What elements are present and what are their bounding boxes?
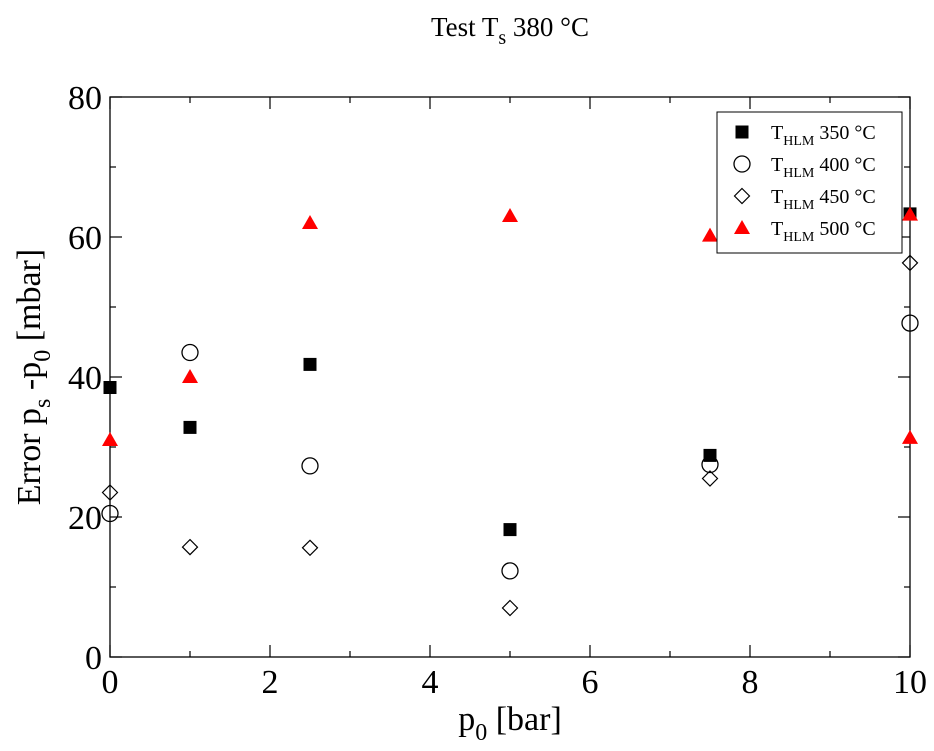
data-point-series-1	[183, 420, 197, 434]
data-point-series-2	[301, 457, 319, 475]
data-point-series-4	[502, 208, 518, 222]
legend-marker-4	[734, 220, 750, 234]
x-axis-title: p0 [bar]	[458, 701, 562, 746]
x-tick-label: 6	[582, 664, 599, 701]
data-point-series-3	[701, 470, 719, 487]
y-axis-title: Error ps -p0 [mbar]	[11, 249, 56, 505]
data-point-series-3	[101, 484, 119, 501]
x-tick-label: 0	[102, 664, 119, 701]
data-point-series-2	[101, 504, 119, 523]
legend-label-4: THLM 500 °C	[771, 218, 876, 245]
x-tick-label: 4	[422, 664, 439, 701]
y-axis-title-b: -p	[11, 362, 48, 399]
legend-marker-2	[733, 155, 751, 173]
chart-title-main: Test T	[431, 12, 499, 42]
legend-label-1: THLM 350 °C	[771, 122, 876, 149]
y-tick-label: 60	[68, 220, 102, 257]
y-tick-label: 40	[68, 360, 102, 397]
data-point-series-3	[301, 539, 319, 557]
data-point-series-4	[182, 369, 198, 383]
data-point-series-4	[302, 215, 318, 229]
x-axis-title-main: p	[458, 701, 475, 738]
data-point-series-2	[181, 343, 199, 362]
y-tick-label: 80	[68, 80, 102, 117]
data-point-series-4	[902, 206, 918, 221]
x-tick-label: 2	[262, 664, 279, 701]
data-point-series-1	[703, 448, 717, 462]
data-point-series-4	[102, 432, 118, 446]
data-point-series-2	[501, 562, 519, 580]
axis-tick-labels: 0 2 4 6 8 10 0 20 40 60 80	[68, 80, 927, 701]
data-point-series-2	[701, 455, 719, 474]
y-axis-title-b-sub: 0	[30, 350, 56, 362]
data-point-series-4	[702, 227, 718, 242]
legend-label-2: THLM 400 °C	[771, 154, 876, 181]
axis-ticks	[109, 96, 911, 658]
data-points	[101, 206, 919, 617]
y-tick-label: 20	[68, 500, 102, 537]
x-axis-title-sub: 0	[475, 720, 487, 746]
y-axis-title-a: Error p	[11, 408, 48, 505]
data-point-series-3	[501, 599, 519, 617]
legend-marker-3	[733, 187, 751, 205]
data-point-series-1	[103, 381, 117, 394]
legend-label-3: THLM 450 °C	[771, 186, 876, 213]
data-point-series-3	[901, 254, 919, 272]
x-axis-title-rest: [bar]	[487, 701, 562, 738]
chart-title-sub: s	[498, 27, 506, 49]
chart-title: Test Ts 380 °C	[431, 12, 589, 49]
data-point-series-1	[503, 523, 517, 537]
y-tick-label: 0	[85, 640, 102, 677]
y-axis-title-a-sub: s	[30, 399, 56, 408]
data-point-series-1	[303, 357, 317, 371]
data-point-series-3	[181, 538, 199, 556]
x-tick-label: 8	[742, 664, 759, 701]
legend-marker-1	[735, 125, 749, 139]
y-axis-title-rest: [mbar]	[11, 249, 48, 350]
x-tick-label: 10	[893, 664, 927, 701]
data-point-series-4	[902, 429, 918, 444]
chart-title-rest: 380 °C	[506, 12, 589, 42]
legend: THLM 350 °C THLM 400 °C THLM 450 °C THLM 50…	[716, 111, 903, 254]
data-point-series-2	[901, 314, 919, 332]
